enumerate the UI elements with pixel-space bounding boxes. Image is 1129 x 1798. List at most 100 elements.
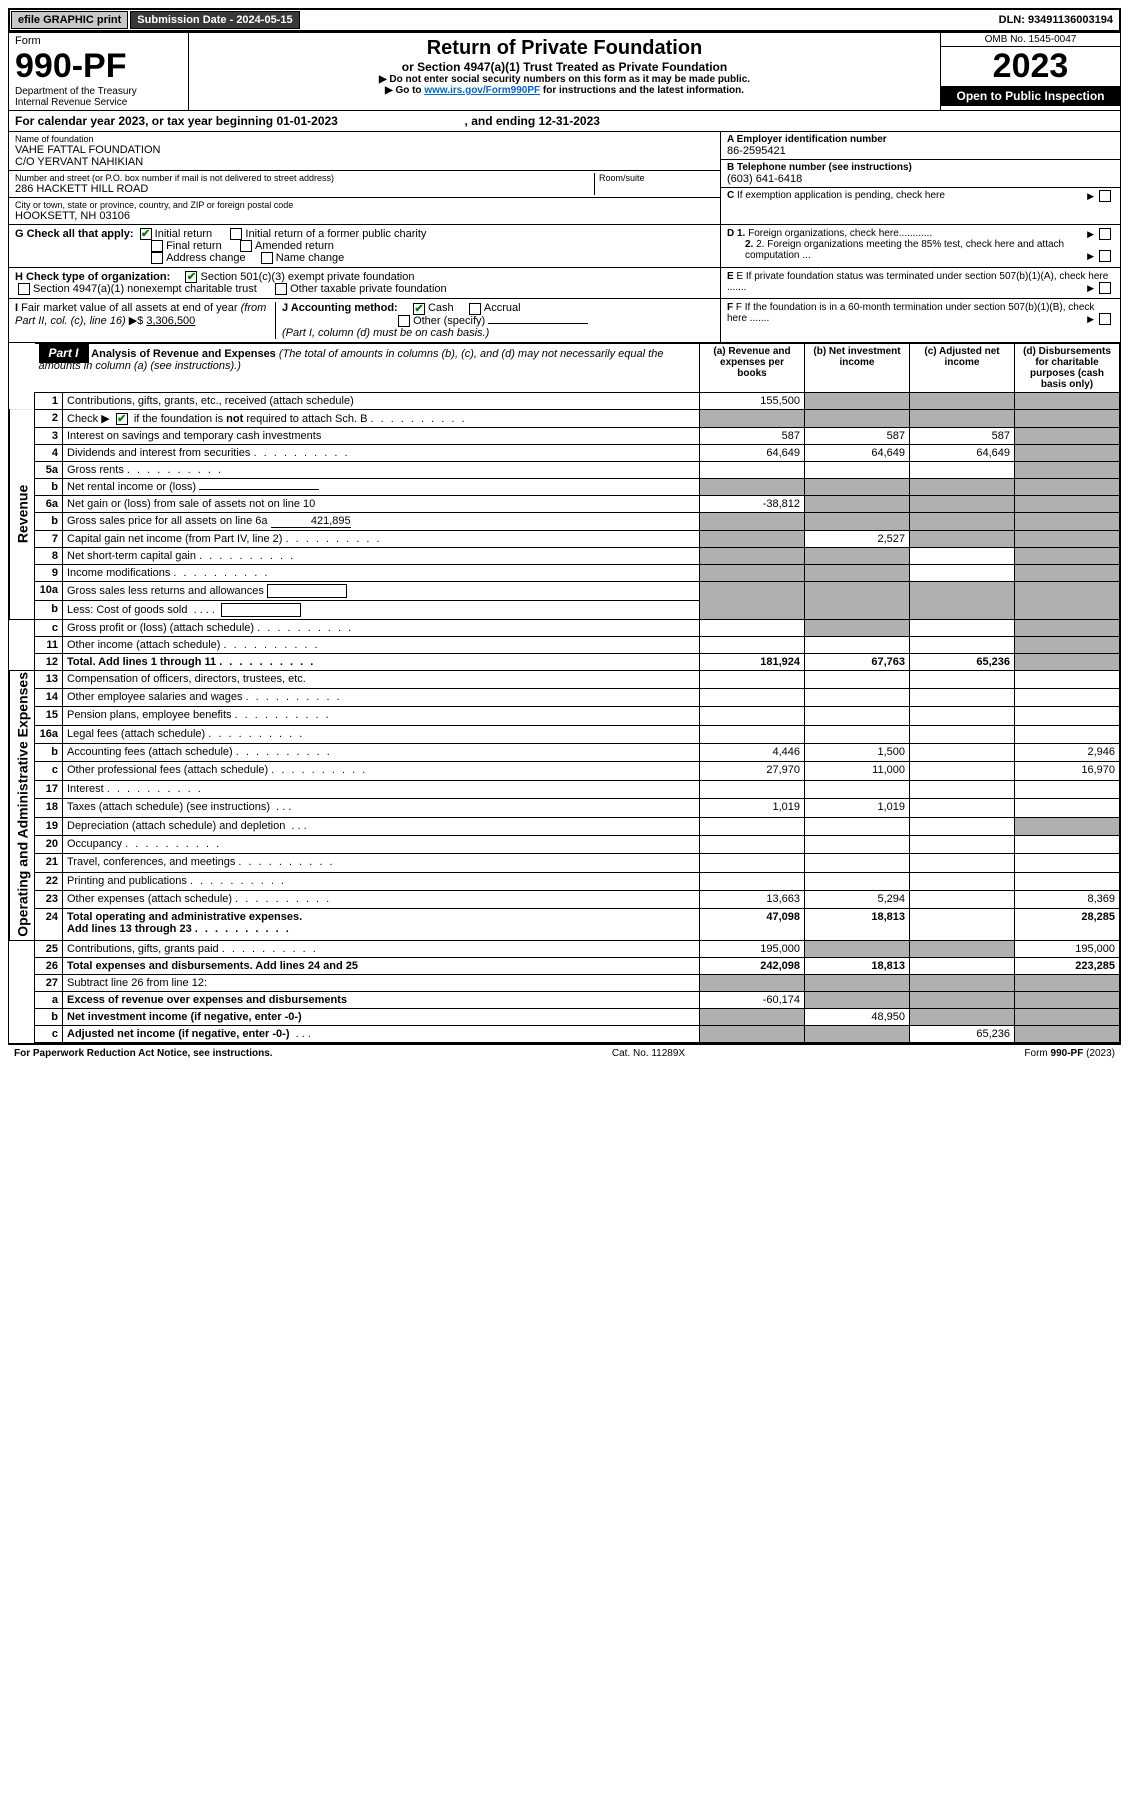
line-3: 3Interest on savings and temporary cash … — [10, 427, 1120, 444]
line-16b: bAccounting fees (attach schedule) 4,446… — [10, 744, 1120, 762]
line-5a: 5aGross rents — [10, 461, 1120, 478]
revenue-label: Revenue — [10, 409, 35, 619]
city-state-zip: HOOKSETT, NH 03106 — [15, 210, 714, 222]
form-container: Form 990-PF Department of the Treasury I… — [8, 32, 1121, 1044]
instructions-link[interactable]: www.irs.gov/Form990PF — [424, 85, 540, 96]
title-note-2: ▶ Go to www.irs.gov/Form990PF for instru… — [193, 85, 936, 96]
line-12: 12Total. Add lines 1 through 11 181,9246… — [10, 653, 1120, 670]
line-20: 20Occupancy — [10, 835, 1120, 853]
col-d-header: (d) Disbursements for charitable purpose… — [1015, 343, 1120, 392]
final-return-checkbox[interactable] — [151, 240, 163, 252]
line-24: 24Total operating and administrative exp… — [10, 909, 1120, 940]
form-number: 990-PF — [15, 47, 182, 86]
cash-checkbox[interactable] — [413, 303, 425, 315]
ein-value: 86-2595421 — [727, 145, 1114, 157]
street-address: 286 HACKETT HILL ROAD — [15, 183, 594, 195]
e-checkbox[interactable] — [1099, 282, 1111, 294]
line-16c: cOther professional fees (attach schedul… — [10, 762, 1120, 780]
line-11: 11Other income (attach schedule) — [10, 636, 1120, 653]
part1-table: Part I Analysis of Revenue and Expenses … — [9, 343, 1120, 1043]
title-main: Return of Private Foundation — [193, 37, 936, 60]
fmv-value: 3,306,500 — [146, 315, 195, 327]
line-9: 9Income modifications — [10, 564, 1120, 581]
efile-print-button[interactable]: efile GRAPHIC print — [11, 11, 128, 29]
accrual-checkbox[interactable] — [469, 303, 481, 315]
line-1: 1 Contributions, gifts, grants, etc., re… — [10, 392, 1120, 409]
line-27: 27Subtract line 26 from line 12: — [10, 974, 1120, 991]
name-change-checkbox[interactable] — [261, 252, 273, 264]
phone-cell: B Telephone number (see instructions) (6… — [721, 160, 1120, 188]
line-27a: aExcess of revenue over expenses and dis… — [10, 991, 1120, 1008]
f-checkbox[interactable] — [1099, 313, 1111, 325]
initial-former-checkbox[interactable] — [230, 228, 242, 240]
line-19: 19Depreciation (attach schedule) and dep… — [10, 817, 1120, 835]
footer-row: For Paperwork Reduction Act Notice, see … — [8, 1044, 1121, 1062]
address-cell: Number and street (or P.O. box number if… — [9, 171, 720, 198]
col-c-header: (c) Adjusted net income — [910, 343, 1015, 392]
form-label: Form — [15, 35, 182, 47]
other-taxable-checkbox[interactable] — [275, 283, 287, 295]
line-13: Operating and Administrative Expenses13C… — [10, 670, 1120, 688]
line-23: 23Other expenses (attach schedule) 13,66… — [10, 890, 1120, 908]
name-cell: Name of foundation VAHE FATTAL FOUNDATIO… — [9, 132, 720, 171]
line-14: 14Other employee salaries and wages — [10, 689, 1120, 707]
line-26: 26Total expenses and disbursements. Add … — [10, 957, 1120, 974]
calendar-year-row: For calendar year 2023, or tax year begi… — [9, 111, 1120, 132]
address-change-checkbox[interactable] — [151, 252, 163, 264]
phone-value: (603) 641-6418 — [727, 173, 1114, 185]
form-box: Form 990-PF Department of the Treasury I… — [9, 33, 189, 110]
footer-left: For Paperwork Reduction Act Notice, see … — [14, 1048, 273, 1059]
submission-date-badge: Submission Date - 2024-05-15 — [130, 11, 299, 29]
ein-cell: A Employer identification number 86-2595… — [721, 132, 1120, 160]
entity-info: Name of foundation VAHE FATTAL FOUNDATIO… — [9, 132, 1120, 225]
4947-checkbox[interactable] — [18, 283, 30, 295]
ij-row: I Fair market value of all assets at end… — [9, 299, 1120, 342]
topbar: efile GRAPHIC print Submission Date - 20… — [8, 8, 1121, 32]
col-b-header: (b) Net investment income — [805, 343, 910, 392]
exemption-pending-cell: C C If exemption application is pending,… — [721, 188, 1120, 203]
line-5b: bNet rental income or (loss) — [10, 478, 1120, 495]
title-subtitle: or Section 4947(a)(1) Trust Treated as P… — [193, 60, 936, 74]
line-10a: 10aGross sales less returns and allowanc… — [10, 581, 1120, 600]
line-22: 22Printing and publications — [10, 872, 1120, 890]
line-27c: cAdjusted net income (if negative, enter… — [10, 1025, 1120, 1042]
c-checkbox[interactable] — [1099, 190, 1111, 202]
header-row: Form 990-PF Department of the Treasury I… — [9, 33, 1120, 111]
h-checks-row: H Check type of organization: Section 50… — [9, 268, 1120, 299]
initial-return-checkbox[interactable] — [140, 228, 152, 240]
col-a-header: (a) Revenue and expenses per books — [700, 343, 805, 392]
city-cell: City or town, state or province, country… — [9, 198, 720, 224]
dln-label: DLN: 93491136003194 — [993, 12, 1119, 28]
footer-catno: Cat. No. 11289X — [612, 1048, 685, 1059]
501c3-checkbox[interactable] — [185, 271, 197, 283]
dept-label: Department of the Treasury Internal Reve… — [15, 86, 182, 108]
line-21: 21Travel, conferences, and meetings — [10, 854, 1120, 872]
line-16a: 16aLegal fees (attach schedule) — [10, 725, 1120, 743]
year-box: OMB No. 1545-0047 2023 Open to Public In… — [940, 33, 1120, 110]
d1-checkbox[interactable] — [1099, 228, 1111, 240]
foundation-name-2: C/O YERVANT NAHIKIAN — [15, 156, 714, 168]
line-7: 7Capital gain net income (from Part IV, … — [10, 530, 1120, 547]
other-method-checkbox[interactable] — [398, 315, 410, 327]
line-6b: bGross sales price for all assets on lin… — [10, 512, 1120, 530]
amended-return-checkbox[interactable] — [240, 240, 252, 252]
omb-number: OMB No. 1545-0047 — [941, 33, 1120, 47]
line-8: 8Net short-term capital gain — [10, 547, 1120, 564]
tax-year: 2023 — [941, 47, 1120, 86]
line-18: 18Taxes (attach schedule) (see instructi… — [10, 799, 1120, 817]
line-6a: 6aNet gain or (loss) from sale of assets… — [10, 495, 1120, 512]
expenses-label: Operating and Administrative Expenses — [10, 670, 35, 940]
d2-checkbox[interactable] — [1099, 250, 1111, 262]
title-note-1: ▶ Do not enter social security numbers o… — [193, 74, 936, 85]
foundation-name-1: VAHE FATTAL FOUNDATION — [15, 144, 714, 156]
line-17: 17Interest — [10, 780, 1120, 798]
open-inspection-badge: Open to Public Inspection — [941, 86, 1120, 106]
line-4: 4Dividends and interest from securities … — [10, 444, 1120, 461]
footer-formref: Form 990-PF (2023) — [1024, 1048, 1115, 1059]
line-27b: bNet investment income (if negative, ent… — [10, 1008, 1120, 1025]
schb-checkbox[interactable] — [116, 413, 128, 425]
title-box: Return of Private Foundation or Section … — [189, 33, 940, 110]
g-checks-row: G Check all that apply: Initial return I… — [9, 225, 1120, 268]
line-15: 15Pension plans, employee benefits — [10, 707, 1120, 725]
line-10c: cGross profit or (loss) (attach schedule… — [10, 619, 1120, 636]
